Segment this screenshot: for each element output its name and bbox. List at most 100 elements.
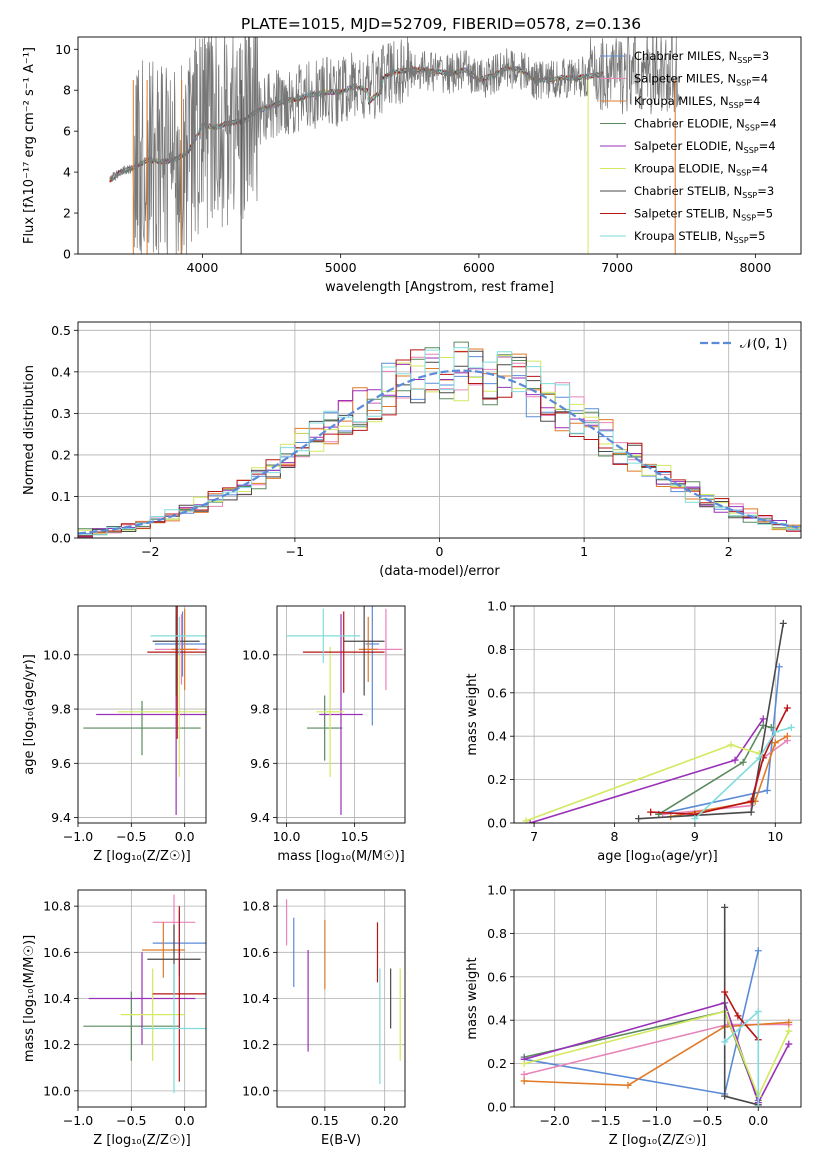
y-tick-label: 0.8 <box>487 926 507 941</box>
y-tick-label: 0.2 <box>51 447 71 462</box>
y-tick-label: 10.0 <box>43 1083 71 1098</box>
weight-marker <box>775 663 783 671</box>
axes-frame <box>513 605 802 824</box>
axes-frame <box>77 605 207 824</box>
y-tick-label: 10.2 <box>43 1037 71 1052</box>
y-tick-label: 8 <box>63 83 71 98</box>
weight-marker <box>526 819 534 823</box>
y-axis-label: mass weight <box>465 673 480 755</box>
plot-area <box>522 619 795 823</box>
legend-label: Kroupa MILES, NSSP=4 <box>634 94 760 110</box>
legend: 𝒩(0, 1) <box>700 337 787 352</box>
y-tick-label: 2 <box>63 206 71 221</box>
weight-marker <box>731 756 739 764</box>
weight-marker <box>771 739 779 747</box>
weight-marker <box>785 1040 793 1048</box>
weight-marker <box>754 1103 762 1107</box>
weight-marker <box>771 728 779 736</box>
weight-marker <box>520 1077 528 1085</box>
y-tick-label: 0.6 <box>487 969 507 984</box>
y-tick-label: 0.8 <box>487 642 507 657</box>
y-tick-label: 10.2 <box>242 1037 270 1052</box>
x-tick-label: −0.5 <box>116 1113 146 1128</box>
panel-age-vs-mass: 10.0 10.5 9.4 9.6 9.8 10.0 mass [log₁₀(M/M☉)] <box>242 605 406 864</box>
weight-marker <box>747 808 755 816</box>
panel-spectrum: 4000 5000 6000 7000 8000 0 2 4 6 8 10 wavelength [A… <box>22 36 802 295</box>
gaussian-curve <box>78 369 799 535</box>
weight-marker <box>785 1018 793 1026</box>
y-tick-label: 9.4 <box>51 810 71 825</box>
x-axis-label: E(B-V) <box>321 1133 361 1148</box>
y-axis-label: Normed distribution <box>22 365 37 495</box>
y-tick-label: 0.4 <box>487 1013 507 1028</box>
x-axis-label: age [log₁₀(age/yr)] <box>597 849 718 864</box>
weight-marker <box>787 724 795 732</box>
y-tick-label: 6 <box>63 124 71 139</box>
weight-marker <box>779 619 787 627</box>
weight-marker <box>754 947 762 955</box>
x-tick-label: 0 <box>436 544 444 559</box>
y-tick-label: 0.0 <box>487 816 507 831</box>
x-tick-label: 7 <box>530 829 538 844</box>
weight-line <box>694 726 792 820</box>
y-tick-label: 1.0 <box>487 883 507 898</box>
y-tick-label: 9.6 <box>250 756 270 771</box>
weight-line <box>650 707 789 816</box>
x-tick-label: 0.15 <box>311 1113 339 1128</box>
x-tick-label: 0.0 <box>175 829 195 844</box>
weight-marker <box>721 988 729 996</box>
weight-line <box>658 724 772 815</box>
x-tick-label: 1 <box>580 544 588 559</box>
panel-weight-vs-age: 7 8 9 10 0.0 0.2 0.4 0.6 0.8 1.0 age [log₁₀(age/yr… <box>465 599 802 864</box>
weight-marker <box>721 1038 729 1046</box>
axes-frame <box>276 605 406 824</box>
panel-residuals: −2 −1 0 1 2 0.0 0.1 0.2 0.3 0.4 0.5 (data-model)/er… <box>22 321 802 579</box>
x-tick-label: 10.0 <box>273 829 301 844</box>
weight-marker <box>734 1012 742 1020</box>
x-tick-label: −1.0 <box>63 829 93 844</box>
axes-frame <box>276 889 406 1108</box>
y-tick-label: 10.4 <box>242 991 270 1006</box>
panel-mass-vs-EBV: 0.15 0.20 10.0 10.2 10.4 10.6 10.8 E(B-V) <box>242 889 406 1148</box>
y-tick-label: 9.8 <box>51 702 71 717</box>
weight-marker <box>727 741 735 749</box>
y-axis-label: mass weight <box>465 957 480 1039</box>
plot-area <box>286 606 403 815</box>
y-tick-label: 0.4 <box>487 729 507 744</box>
y-tick-label: 9.8 <box>250 702 270 717</box>
weight-marker <box>635 815 643 823</box>
weight-marker <box>783 704 791 712</box>
weight-marker <box>647 808 655 816</box>
panel-weight-vs-Z: −2.0 −1.5 −1.0 −0.5 0.0 0.0 0.2 0.4 0.6 0.8 1.0 Z [… <box>465 883 802 1148</box>
y-tick-label: 10.0 <box>43 647 71 662</box>
x-tick-label: 8000 <box>739 260 771 275</box>
y-tick-label: 10.8 <box>43 899 71 914</box>
weight-marker <box>754 1008 762 1016</box>
y-tick-label: 10.4 <box>43 991 71 1006</box>
figure-title: PLATE=1015, MJD=52709, FIBERID=0578, z=0… <box>241 15 641 33</box>
weight-marker <box>691 815 699 823</box>
x-tick-label: −0.5 <box>116 829 146 844</box>
axes-frame <box>77 321 802 539</box>
weight-marker <box>624 1081 632 1089</box>
weight-marker <box>783 732 791 740</box>
y-axis-label: Flux [fλ10⁻¹⁷ erg cm⁻² s⁻¹ A⁻¹] <box>22 47 37 244</box>
y-tick-label: 0.0 <box>487 1100 507 1115</box>
panel-age-vs-Z: −1.0 −0.5 0.0 9.4 9.6 9.8 10.0 Z [log₁₀(Z/Z☉)] a… <box>22 605 207 864</box>
weight-marker <box>767 724 775 732</box>
x-axis-label: mass [log₁₀(M/M☉)] <box>277 849 404 864</box>
plot-area <box>285 899 401 1084</box>
y-tick-label: 0.2 <box>487 1056 507 1071</box>
weight-marker <box>747 797 755 805</box>
y-tick-label: 10 <box>55 42 71 57</box>
y-axis-label: age [log₁₀(age/yr)] <box>22 654 37 775</box>
x-tick-label: −1.0 <box>641 1113 671 1128</box>
plot-area <box>83 894 206 1094</box>
x-axis-label: Z [log₁₀(Z/Z☉)] <box>93 849 190 864</box>
legend-label: Salpeter MILES, NSSP=4 <box>634 72 768 88</box>
axes-frame <box>513 889 802 1108</box>
y-tick-label: 0.5 <box>51 323 71 338</box>
weight-line <box>670 735 788 818</box>
weight-marker <box>520 1060 528 1068</box>
